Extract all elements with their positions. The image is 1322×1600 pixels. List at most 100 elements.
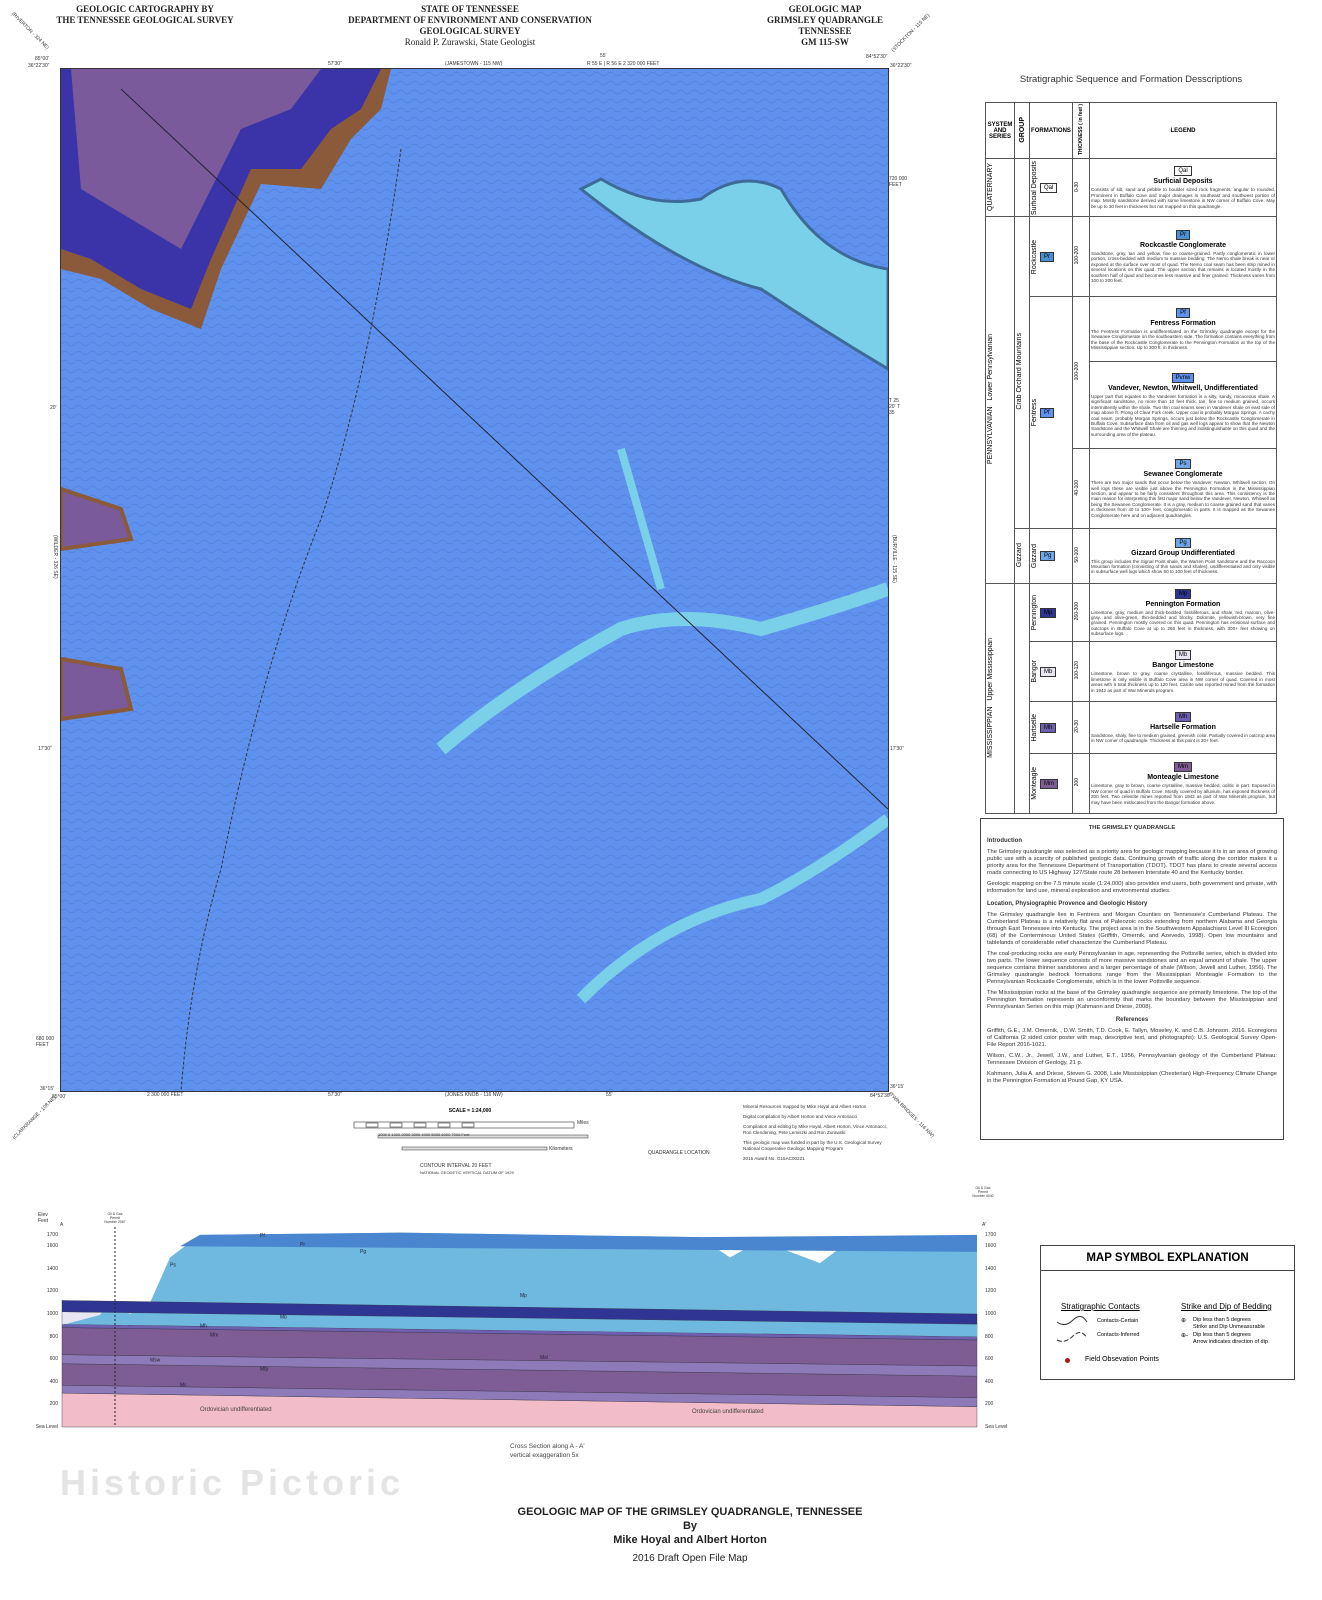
elevation-tick: 200	[49, 1401, 58, 1408]
geologic-map[interactable]	[60, 68, 889, 1092]
bottom-55: 55'	[606, 1092, 613, 1098]
bottom-adjacent-quad: (JONES KNOB - 116 NW)	[445, 1092, 503, 1098]
system-mississippian: MISSISSIPPIAN Upper Mississippian	[987, 638, 994, 758]
formation-swatch: Mb	[1040, 666, 1057, 677]
thickness: 100-120	[1074, 661, 1080, 680]
formation-name: Hartselle	[1031, 713, 1038, 742]
unit-name: Surficial Deposits	[1153, 178, 1213, 186]
header-right-line: TENNESSEE	[798, 26, 852, 36]
symbol-title: MAP SYMBOL EXPLANATION	[1041, 1246, 1294, 1271]
unit-symbol: Pf	[1176, 307, 1190, 318]
elevation-tick: 400	[985, 1378, 994, 1385]
elevation-tick: 1400	[985, 1265, 997, 1272]
thickness: 100-200	[1074, 246, 1080, 265]
formation-swatch: Mp	[1040, 607, 1057, 618]
legend-row: 40-100 Ps Sewanee Conglomerate There are tw…	[986, 448, 1277, 530]
thickness: 20-30	[1074, 720, 1080, 734]
unit-label: Mm	[210, 1333, 218, 1339]
ordovician-label-right: Ordovician undifferentiated	[692, 1409, 764, 1415]
legend-row: QUATERNARY Surficial Deposits Qal 0-30 Qal Su…	[985, 158, 1277, 218]
formation-swatch: Qal	[1040, 182, 1058, 193]
elev-label: Elev Feet	[38, 1212, 49, 1224]
feet-ticks: 1000 0 1000 2000 3000 4000 5000 6000 700…	[378, 1132, 470, 1137]
se-lat: 36°15'	[890, 1084, 905, 1090]
unit-description: Limestone, brown to gray, coarse crystal…	[1091, 671, 1275, 693]
dip-direction: Dip less than 5 degrees Arrow indicates d…	[1193, 1332, 1268, 1346]
legend-row: PENNSYLVANIAN Lower Pennsylvanian Crab Or…	[985, 216, 1277, 585]
dip2-line: Dip less than 5 degrees	[1193, 1332, 1251, 1338]
miles-label: Miles	[577, 1120, 589, 1126]
elevation-tick: 1600	[985, 1243, 997, 1250]
ne-corner-lon: 84°52'30"	[866, 54, 888, 60]
map-id-header: GEOLOGIC MAP GRIMSLEY QUADRANGLE TENNESS…	[750, 4, 900, 48]
map-symbol-explanation: MAP SYMBOL EXPLANATION Stratigraphic Con…	[1040, 1245, 1295, 1380]
dip2b-line: Arrow indicates direction of dip	[1193, 1339, 1268, 1345]
formation-name: Pennington	[1031, 594, 1038, 631]
unit-description: Sandstone, gray, tan and yellow, fine to…	[1091, 250, 1275, 283]
se-adjacent-quad: (TWIN BRIDGES - 116 NW)	[886, 1090, 936, 1140]
unit-name: Bangor Limestone	[1152, 662, 1214, 670]
unit-name: Pennington Formation	[1145, 600, 1221, 608]
mississippian-label: MISSISSIPPIAN	[987, 706, 994, 758]
contacts-inferred: Contacts-Inferred	[1097, 1332, 1140, 1338]
footer-authors: Mike Hoyal and Albert Horton	[613, 1534, 767, 1546]
unit-label: Msw	[150, 1357, 161, 1363]
legend-row: Monteagle Mm 200 Mm Monteagle Limestone Limes…	[986, 753, 1277, 815]
credit-line: 2015 Award No. G15AC00221	[743, 1156, 805, 1161]
formation-name: Fentress	[1031, 399, 1038, 427]
left-adjacent-quad: (WILDER - 326 SE)	[52, 535, 58, 579]
intro-heading: Introduction	[987, 838, 1022, 844]
formation-swatch: Pf	[1040, 407, 1054, 418]
reference: Kahmann, Julia A. and Driese, Steven G. …	[987, 1071, 1277, 1084]
elevation-tick: 1000	[46, 1311, 58, 1317]
legend-row: Pvnw Vandever, Newton, Whitwell, Undiffer…	[986, 361, 1277, 450]
west-outcrops	[61, 486, 134, 722]
unit-symbol: Mm	[1174, 762, 1192, 773]
formation-name: Rockcastle	[1031, 239, 1038, 274]
thickness: 0-30	[1074, 181, 1080, 192]
unit-description: Consists of silt, sand and pebble to bou…	[1091, 187, 1275, 209]
thickness: 40-100	[1074, 479, 1080, 496]
bottom-lon-tick: 57'30"	[328, 1092, 342, 1098]
top-lon-tick: 57'30"	[328, 61, 342, 67]
elevation-tick: Sea Level	[35, 1424, 58, 1430]
unit-name: Sewanee Conglomerate	[1143, 471, 1223, 479]
group-gizzard: Gizzard	[1016, 543, 1023, 568]
unit-name: Gizzard Group Undifferentiated	[1131, 549, 1235, 557]
well-right: Oil & Gas Permit Number 4040	[972, 1186, 994, 1198]
well-left: Oil & Gas Permit Number 2067	[104, 1212, 126, 1224]
unit-symbol: Pvnw	[1171, 373, 1195, 383]
group-crab-orchard: Crab Orchard Mountains	[1016, 333, 1023, 410]
footer: GEOLOGIC MAP OF THE GRIMSLEY QUADRANGLE,…	[400, 1505, 980, 1566]
formation-name: Monteagle	[1031, 767, 1038, 800]
unit-label: Pr	[300, 1242, 305, 1248]
unit-description: Limestone, gray to brown, coarse crystal…	[1091, 783, 1275, 805]
thickness: 100-200	[1074, 362, 1080, 381]
unit-label: Ps	[170, 1263, 176, 1269]
unit-description: The Fentress Formation is undifferentiat…	[1091, 328, 1275, 351]
scale-title: SCALE = 1:24,000	[448, 1108, 492, 1114]
dip1-line: Dip less than 5 degrees	[1193, 1317, 1251, 1323]
scale-bars	[353, 1121, 589, 1151]
field-point-icon	[1065, 1358, 1070, 1363]
cross-section-line	[120, 88, 888, 810]
contact-line-icons	[1056, 1316, 1088, 1342]
unit-name: Fentress Formation	[1150, 319, 1216, 327]
header-left-line: GEOLOGIC CARTOGRAPHY BY	[76, 4, 214, 14]
unit-label: Mp	[520, 1293, 527, 1299]
unit-description: Upper part that equates to the Vandever …	[1091, 394, 1275, 437]
elevation-tick: 1400	[46, 1265, 58, 1272]
footer-edition: 2016 Draft Open File Map	[632, 1553, 748, 1564]
credit-line: Compilation and editing by Mike Hoyal, A…	[743, 1124, 887, 1135]
strike-dip-heading: Strike and Dip of Bedding	[1181, 1302, 1272, 1311]
drainage-central	[436, 582, 888, 755]
drainage-ne	[578, 177, 888, 371]
location-p5: The Mississippian rocks at the base of t…	[987, 990, 1277, 1010]
contacts-heading: Stratigraphic Contacts	[1061, 1302, 1140, 1311]
contacts-certain: Contacts-Certain	[1097, 1318, 1139, 1324]
unit-name: Hartselle Formation	[1150, 723, 1216, 731]
stratigraphic-legend: SYSTEM AND SERIES GROUP FORMATIONS THICK…	[985, 101, 1277, 815]
elevation-tick: 1000	[985, 1311, 997, 1317]
unit-label: Pf	[260, 1233, 265, 1239]
